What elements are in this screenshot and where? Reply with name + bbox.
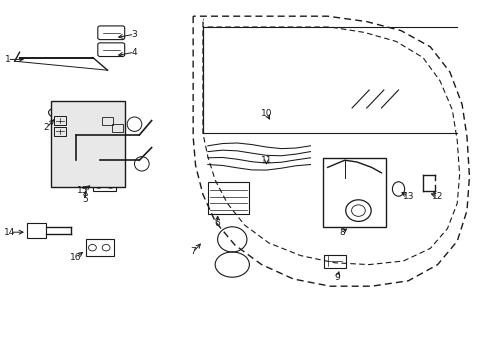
Bar xyxy=(112,124,122,132)
Text: 4: 4 xyxy=(131,48,137,57)
Text: 1: 1 xyxy=(4,55,10,64)
Bar xyxy=(83,173,93,184)
Bar xyxy=(85,239,114,256)
Text: 16: 16 xyxy=(70,253,81,262)
Text: 14: 14 xyxy=(4,228,16,237)
Text: 12: 12 xyxy=(431,192,443,201)
Text: 2: 2 xyxy=(43,123,49,132)
Text: 11: 11 xyxy=(260,156,272,165)
Bar xyxy=(102,117,113,125)
Bar xyxy=(322,158,386,227)
Text: 5: 5 xyxy=(82,195,88,204)
Bar xyxy=(207,182,249,214)
Text: 7: 7 xyxy=(190,248,196,256)
Bar xyxy=(93,167,116,191)
Text: 8: 8 xyxy=(339,228,345,237)
Bar xyxy=(54,127,66,136)
Bar xyxy=(51,101,124,187)
Text: 15: 15 xyxy=(77,186,89,195)
Text: 9: 9 xyxy=(334,273,340,282)
Text: 10: 10 xyxy=(260,109,272,118)
Text: 3: 3 xyxy=(131,30,137,39)
Text: 13: 13 xyxy=(402,192,413,201)
Bar xyxy=(27,223,46,238)
Bar xyxy=(324,255,346,268)
Text: 6: 6 xyxy=(214,219,220,228)
Bar xyxy=(54,116,66,125)
